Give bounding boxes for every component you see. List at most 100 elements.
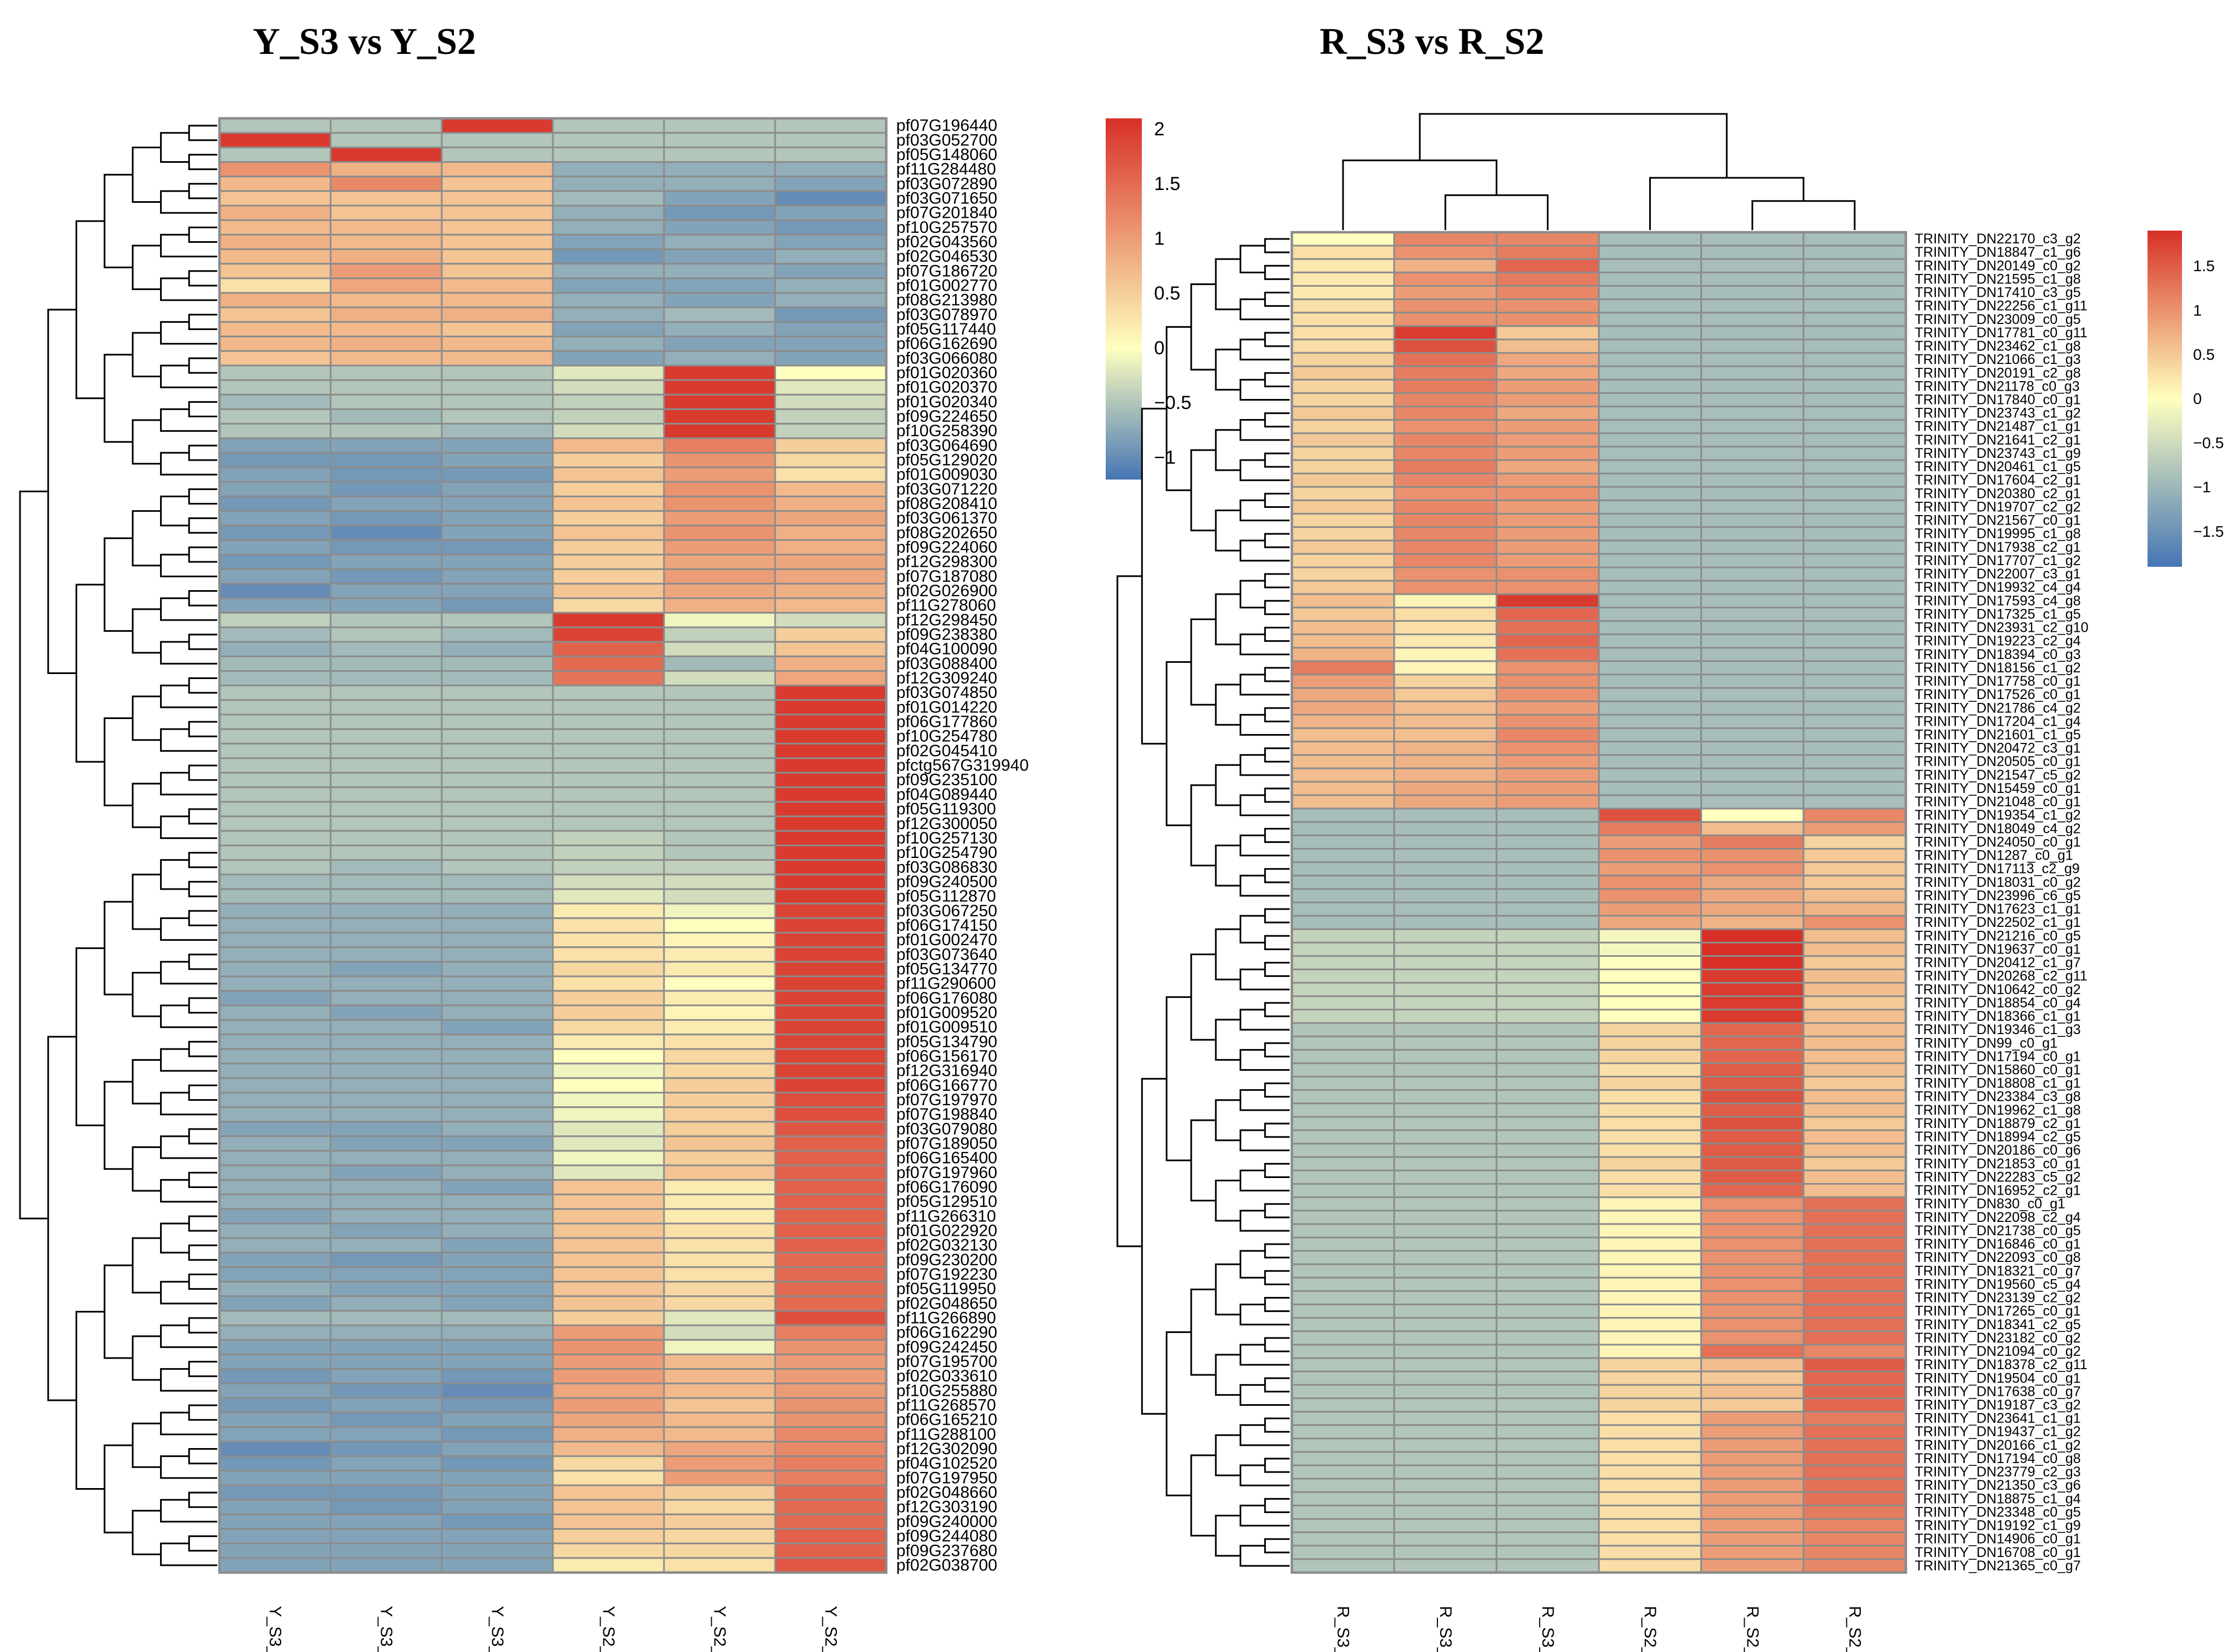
row-label: pf02G032130	[896, 1236, 997, 1255]
heatmap-cell	[1598, 1089, 1702, 1105]
heatmap-cell	[1495, 472, 1600, 488]
heatmap-cell	[218, 713, 332, 730]
heatmap-cell	[663, 845, 776, 861]
row-label: TRINITY_DN17194_c0_g8	[1915, 1451, 2081, 1466]
heatmap-cell	[1598, 754, 1702, 770]
heatmap-cell	[441, 1034, 554, 1050]
heatmap-cell	[774, 161, 887, 178]
dendrogram-branch	[1239, 378, 1290, 401]
heatmap-cell	[218, 975, 332, 992]
row-label: TRINITY_DN18321_c0_g7	[1915, 1263, 2081, 1279]
heatmap-cell	[1598, 258, 1702, 273]
heatmap-cell	[1598, 1464, 1702, 1480]
row-label: TRINITY_DN19187_c3_g2	[1915, 1398, 2081, 1413]
legend-tick-label: 1	[2193, 302, 2202, 319]
dendrogram-branch	[1215, 1434, 1241, 1476]
heatmap-cell	[329, 1194, 443, 1210]
row-label: TRINITY_DN22098_c2_g4	[1915, 1210, 2081, 1225]
dendrogram-branch	[132, 1146, 161, 1192]
heatmap-cell	[1291, 1223, 1395, 1239]
row-label: TRINITY_DN19223_c2_g4	[1915, 633, 2081, 649]
heatmap-cell	[552, 1353, 665, 1370]
row-label: pf06G156170	[896, 1047, 997, 1065]
heatmap-cell	[1802, 432, 1907, 448]
heatmap-cell	[663, 1310, 776, 1326]
row-label: TRINITY_DN23641_c1_g1	[1915, 1411, 2081, 1426]
row-label: pf11G278060	[896, 596, 996, 615]
heatmap-cell	[1802, 285, 1907, 301]
row-label: pf02G045410	[896, 742, 997, 760]
heatmap-cell	[1802, 647, 1907, 662]
dendrogram-branch	[1215, 593, 1241, 646]
heatmap-cell	[329, 1339, 443, 1355]
heatmap-cell	[1291, 593, 1395, 608]
heatmap-cell	[1393, 700, 1497, 716]
heatmap-cell	[1495, 1370, 1600, 1386]
row-label: TRINITY_DN16846_c0_g1	[1915, 1236, 2081, 1252]
heatmap-cell	[1802, 1049, 1907, 1064]
heatmap-cell	[1598, 1223, 1702, 1239]
heatmap-cell	[663, 1470, 776, 1486]
heatmap-cell	[1291, 807, 1395, 823]
row-label: TRINITY_DN23182_c0_g2	[1915, 1330, 2081, 1346]
heatmap-cell	[1291, 446, 1395, 461]
heatmap-cell	[218, 655, 332, 672]
dendrogram-branch	[1239, 580, 1265, 608]
heatmap-cell	[1291, 1344, 1395, 1359]
heatmap-cell	[441, 1266, 554, 1283]
heatmap-cell	[1291, 1451, 1395, 1466]
heatmap-cell	[441, 1499, 554, 1515]
row-label: pf04G089440	[896, 785, 997, 803]
row-label: pf02G046530	[896, 247, 997, 266]
row-label: TRINITY_DN18049_c4_g2	[1915, 821, 2081, 836]
heatmap-cell	[774, 350, 887, 367]
row-label: pf11G288100	[896, 1425, 996, 1444]
row-label: TRINITY_DN1287_c0_g1	[1915, 848, 2073, 864]
heatmap-cell	[218, 1484, 332, 1501]
row-label: pf09G244080	[896, 1527, 997, 1545]
row-label: pfctg567G319940	[896, 756, 1029, 775]
heatmap-cell	[441, 1440, 554, 1458]
dendrogram-branch	[1264, 1270, 1290, 1285]
column-dendrogram	[1342, 113, 1856, 230]
heatmap-cell	[329, 1091, 443, 1109]
dendrogram-branch	[132, 608, 161, 654]
heatmap-cell	[1495, 1464, 1600, 1480]
heatmap-cell	[1393, 982, 1497, 997]
heatmap-cell	[329, 1106, 443, 1123]
heatmap-cell	[663, 1266, 776, 1283]
heatmap-cell	[441, 1411, 554, 1428]
heatmap-cell	[663, 830, 776, 846]
heatmap-cell	[1393, 540, 1497, 555]
row-label: TRINITY_DN18879_c2_g1	[1915, 1116, 2081, 1131]
heatmap-cell	[441, 233, 554, 251]
heatmap-cell	[1291, 955, 1395, 971]
row-label: pf09G224650	[896, 407, 997, 426]
heatmap-cell	[1393, 1263, 1497, 1279]
heatmap-cell	[552, 742, 665, 759]
heatmap-cell	[1393, 513, 1497, 528]
heatmap-cell	[441, 859, 554, 876]
heatmap-cell	[218, 321, 332, 338]
heatmap-cell	[1700, 1411, 1805, 1426]
heatmap-cell	[1291, 244, 1395, 260]
dendrogram-branch	[1264, 1458, 1290, 1473]
legend-tick-label: 2	[1154, 119, 1165, 140]
heatmap-cell	[663, 568, 776, 585]
heatmap-cell	[329, 146, 443, 163]
row-label: pf08G213980	[896, 291, 997, 310]
heatmap-cell	[218, 277, 332, 294]
heatmap-cell	[663, 1353, 776, 1370]
heatmap-cell	[552, 641, 665, 657]
heatmap-cell	[663, 292, 776, 308]
row-label: TRINITY_DN20166_c1_g2	[1915, 1438, 2081, 1453]
heatmap-cell	[1291, 767, 1395, 783]
heatmap-cell	[1393, 1397, 1497, 1413]
heatmap-cell	[1802, 848, 1907, 864]
heatmap-cell	[552, 553, 665, 570]
dendrogram-branch	[1264, 412, 1290, 428]
heatmap-cell	[663, 132, 776, 148]
column-label: Y_S3_2	[377, 1606, 396, 1652]
heatmap-cell	[663, 859, 776, 876]
heatmap-cell	[1802, 1531, 1907, 1547]
